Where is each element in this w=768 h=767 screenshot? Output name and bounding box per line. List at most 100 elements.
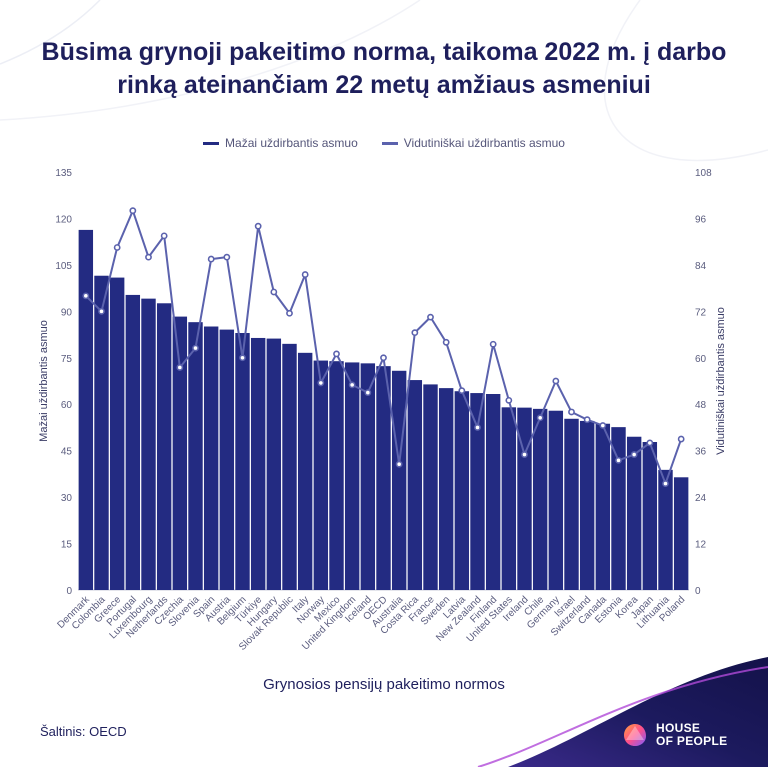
y2-tick-label: 36 <box>695 447 707 458</box>
line-point <box>521 451 528 458</box>
line-point <box>129 207 137 215</box>
y2-tick-label: 12 <box>695 540 707 551</box>
bar <box>376 366 391 590</box>
legend-label-bar: Mažai uždirbantis asmuo <box>225 136 358 150</box>
legend: Mažai uždirbantis asmuo Vidutiniškai užd… <box>0 136 768 150</box>
line-point <box>646 439 654 447</box>
bar <box>391 370 407 590</box>
bar <box>78 229 94 590</box>
bar <box>266 338 282 590</box>
bar <box>219 329 235 590</box>
line-point <box>176 364 184 371</box>
y2-tick-label: 0 <box>695 586 701 597</box>
y-tick-label: 0 <box>66 586 72 597</box>
y-tick-label: 60 <box>61 400 73 411</box>
line-point <box>458 387 466 395</box>
y-tick-label: 30 <box>61 493 73 504</box>
logo-line-2: OF PEOPLE <box>656 734 728 748</box>
bar <box>658 469 673 590</box>
legend-label-line: Vidutiniškai uždirbantis asmuo <box>403 136 565 150</box>
corner-decoration <box>477 657 768 767</box>
line-point <box>192 344 199 352</box>
y2-axis-title: Vidutiniškai uždirbantis asmuo <box>715 307 727 455</box>
y2-tick-label: 24 <box>695 493 707 504</box>
bar <box>564 418 579 590</box>
line-point <box>82 292 90 300</box>
line-point <box>380 354 387 362</box>
y2-tick-label: 48 <box>695 400 707 411</box>
bar <box>250 337 266 590</box>
line-point <box>599 422 607 429</box>
line-point <box>489 340 497 348</box>
house-of-people-logo: HOUSE OF PEOPLE <box>622 722 727 748</box>
line-point <box>223 253 231 261</box>
y-tick-label: 135 <box>55 168 72 179</box>
line-point <box>145 253 152 261</box>
bar <box>407 380 423 590</box>
chart-title: Būsima grynoji pakeitimo norma, taikoma … <box>41 38 727 99</box>
line-point <box>364 389 372 397</box>
logo-text: HOUSE OF PEOPLE <box>656 722 727 748</box>
bar <box>423 384 438 590</box>
bar <box>172 316 188 590</box>
line-point <box>348 381 356 389</box>
bar <box>235 333 250 590</box>
y-tick-label: 75 <box>61 354 73 365</box>
line-point <box>98 307 105 315</box>
y2-tick-label: 60 <box>695 354 707 365</box>
line-point <box>113 244 121 251</box>
bar <box>125 294 141 590</box>
bar <box>548 410 564 590</box>
y-tick-label: 15 <box>61 540 73 551</box>
bar <box>156 303 172 590</box>
bar <box>329 361 344 590</box>
line-point <box>505 396 513 404</box>
bar <box>579 420 595 590</box>
line-point <box>254 222 262 230</box>
line-point <box>474 424 481 431</box>
line-point <box>677 435 685 443</box>
legend-swatch-line <box>381 141 398 145</box>
line-point <box>333 350 340 358</box>
line-point <box>411 329 419 337</box>
y-tick-label: 45 <box>61 447 73 458</box>
y2-tick-label: 96 <box>695 214 707 225</box>
line-point <box>427 313 434 321</box>
bar <box>611 427 626 590</box>
y-tick-label: 90 <box>61 307 73 318</box>
bar <box>438 388 454 590</box>
line-point <box>615 456 622 464</box>
logo-line-1: HOUSE <box>656 721 701 735</box>
line-point <box>552 377 560 385</box>
legend-item-bar[interactable]: Mažai uždirbantis asmuo <box>203 136 358 150</box>
line-point <box>160 232 168 240</box>
line-point <box>662 480 669 487</box>
bar <box>517 407 532 590</box>
line-point <box>270 288 278 296</box>
y2-tick-label: 72 <box>695 307 707 318</box>
bar <box>313 360 329 590</box>
bar <box>282 343 297 590</box>
line-point <box>630 451 638 458</box>
y-tick-label: 120 <box>55 214 72 225</box>
bar <box>297 352 313 590</box>
y2-tick-label: 108 <box>695 168 712 179</box>
line-point <box>239 354 246 362</box>
logo-mark-icon <box>624 724 646 746</box>
legend-item-line[interactable]: Vidutiniškai uždirbantis asmuo <box>381 136 565 150</box>
bar <box>188 322 203 590</box>
line-point <box>442 338 450 346</box>
bar <box>203 326 219 590</box>
bar <box>485 394 501 590</box>
bar <box>470 393 485 590</box>
y-axis-title: Mažai uždirbantis asmuo <box>38 320 50 442</box>
bar <box>673 477 689 590</box>
y2-tick-label: 84 <box>695 261 707 272</box>
line-point <box>395 460 403 468</box>
line-point <box>568 408 575 416</box>
line-point <box>207 255 215 263</box>
bar <box>109 277 125 590</box>
line-point <box>301 271 309 278</box>
